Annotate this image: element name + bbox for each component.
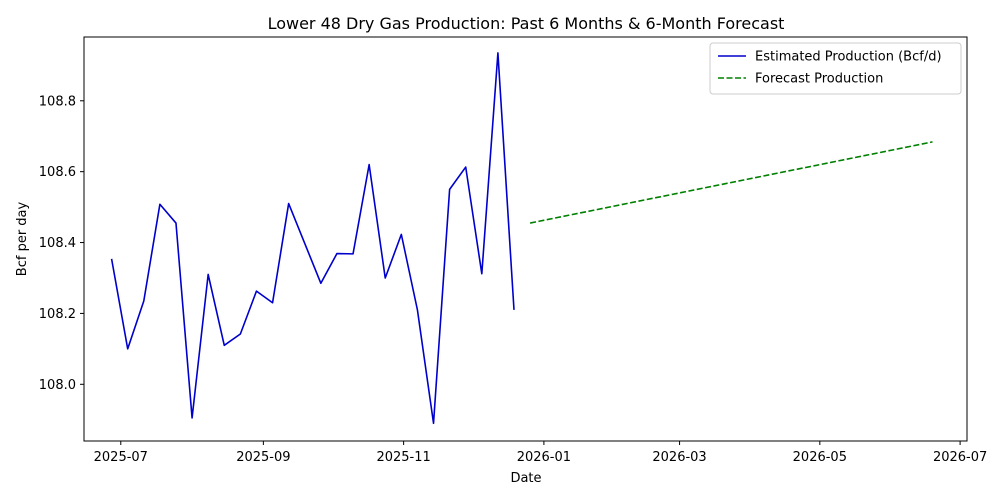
x-tick-label: 2026-07 xyxy=(933,450,987,465)
x-axis-label: Date xyxy=(510,471,541,486)
y-tick-label: 108.2 xyxy=(39,307,76,322)
x-axis: 2025-07 2025-09 2025-11 2026-01 2026-03 2026-… xyxy=(94,441,987,465)
x-tick-label: 2026-01 xyxy=(517,450,571,465)
chart-title: Lower 48 Dry Gas Production: Past 6 Mont… xyxy=(268,14,785,33)
y-tick-label: 108.8 xyxy=(39,94,76,109)
y-axis-label: Bcf per day xyxy=(15,201,30,276)
x-tick-label: 2025-11 xyxy=(376,450,430,465)
y-tick-label: 108.0 xyxy=(39,378,76,393)
series-line-forecast-production xyxy=(529,141,933,224)
legend-entry-label: Forecast Production xyxy=(755,72,883,87)
x-tick-label: 2026-03 xyxy=(652,450,706,465)
series-line-estimated-production xyxy=(110,52,515,425)
x-tick-label: 2025-07 xyxy=(94,450,148,465)
plot-frame xyxy=(83,36,968,442)
y-tick-label: 108.6 xyxy=(39,165,76,180)
legend-entry-label: Estimated Production (Bcf/d) xyxy=(755,50,942,65)
y-axis: 108.0 108.2 108.4 108.6 108.8 xyxy=(39,94,84,393)
y-tick-label: 108.4 xyxy=(39,236,76,251)
legend: Estimated Production (Bcf/d) Forecast Pro… xyxy=(709,42,962,95)
x-tick-label: 2025-09 xyxy=(236,450,290,465)
plot-area xyxy=(83,36,968,442)
legend-box xyxy=(709,42,962,95)
x-tick-label: 2026-05 xyxy=(793,450,847,465)
